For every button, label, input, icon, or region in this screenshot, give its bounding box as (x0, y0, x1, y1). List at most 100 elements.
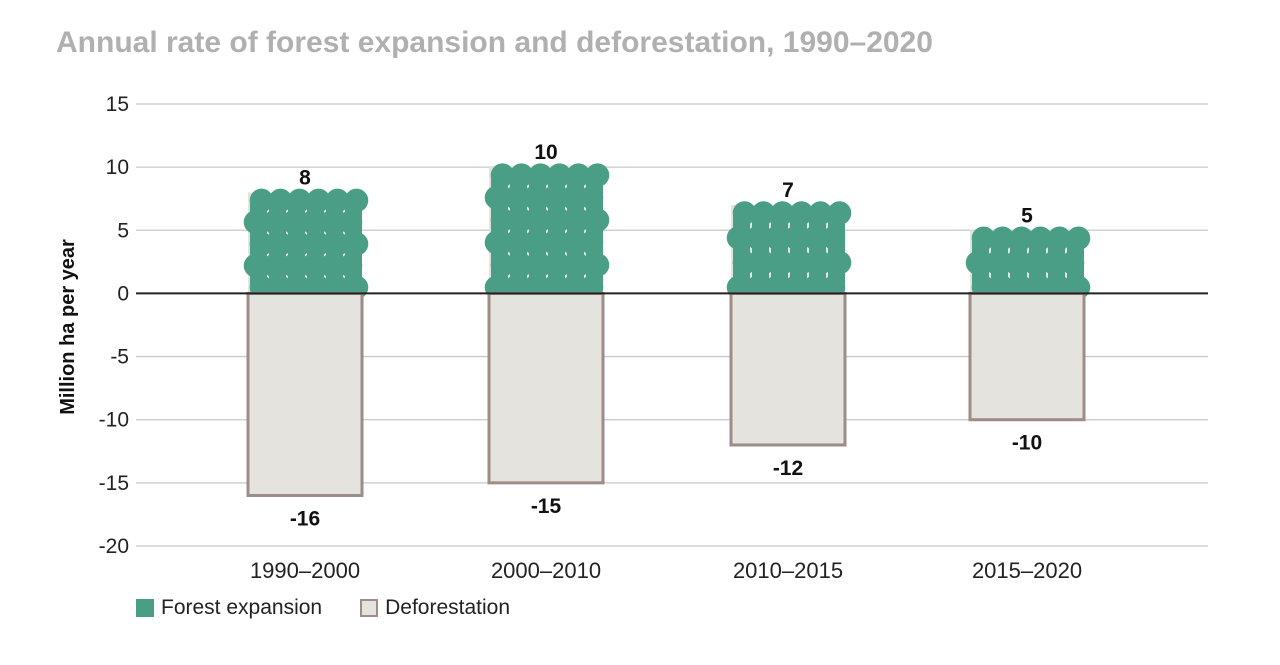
tree-canopy (319, 210, 344, 234)
tree-canopy (585, 253, 610, 277)
forest-expansion-bar (965, 226, 1091, 300)
tree-canopy (783, 226, 808, 250)
tree-canopy (1009, 226, 1034, 251)
tree-canopy (764, 226, 789, 250)
y-tick-label: -20 (99, 535, 129, 558)
legend-swatch-deforestation (360, 599, 379, 617)
tree-canopy (789, 201, 814, 225)
tree-canopy (802, 226, 827, 250)
tree-canopy (579, 230, 604, 255)
y-tick-label: 0 (117, 282, 129, 305)
tree-canopy (503, 185, 528, 210)
tree-canopy (585, 208, 610, 232)
tree-canopy (528, 253, 553, 277)
tree-canopy (490, 208, 515, 232)
tree-canopy (338, 210, 363, 234)
tree-canopy (262, 253, 287, 278)
tree-canopy (509, 253, 534, 277)
tree-canopy (1003, 251, 1028, 275)
deforestation-bar (246, 291, 364, 497)
forest-expansion-bar (484, 163, 610, 300)
tree-canopy (789, 250, 814, 275)
tree-canopy (808, 250, 833, 275)
tree-canopy (560, 185, 585, 210)
tree-canopy (1041, 251, 1066, 275)
tree-canopy (484, 185, 509, 210)
tree-canopy (509, 208, 534, 232)
tree-canopy (566, 253, 591, 277)
tree-canopy (541, 185, 566, 210)
tree-canopy (1028, 226, 1053, 251)
x-category-label: 2000–2010 (491, 558, 601, 583)
deforestation-bar (487, 291, 605, 485)
tree-canopy (547, 163, 572, 187)
tree-canopy (528, 208, 553, 232)
chart-title: Annual rate of forest expansion and defo… (56, 26, 933, 59)
deforestation-value-label: -16 (290, 507, 320, 530)
tree-canopy (547, 253, 572, 277)
tree-canopy (509, 163, 534, 187)
tree-canopy (808, 201, 833, 225)
tree-canopy (306, 188, 331, 213)
bars (243, 163, 1091, 497)
tree-canopy (306, 232, 331, 256)
tree-canopy (751, 250, 776, 275)
tree-canopy (528, 163, 553, 187)
tree-canopy (344, 232, 369, 256)
tree-canopy (522, 185, 547, 210)
tree-canopy (1047, 226, 1072, 251)
deforestation-value-label: -12 (773, 457, 803, 480)
forest-expansion-value-label: 5 (1021, 204, 1033, 227)
tree-canopy (338, 253, 363, 278)
y-tick-label: 15 (106, 93, 129, 116)
x-category-label: 2015–2020 (972, 558, 1082, 583)
tree-canopy (990, 226, 1015, 251)
legend-item-forest-expansion: Forest expansion (136, 596, 322, 620)
tree-canopy (1060, 251, 1085, 275)
deforestation-value-label: -15 (531, 495, 562, 518)
forest-expansion-bar (726, 201, 852, 300)
y-tick-label: -10 (99, 409, 129, 432)
tree-canopy (1066, 226, 1091, 251)
tree-canopy (579, 185, 604, 210)
tree-canopy (770, 250, 795, 275)
tree-canopy (984, 251, 1009, 275)
forest-expansion-bar (243, 188, 369, 300)
tree-canopy (566, 163, 591, 187)
tree-canopy (344, 188, 369, 213)
tree-canopy (281, 210, 306, 234)
tree-canopy (522, 230, 547, 255)
tree-canopy (300, 253, 325, 278)
legend-swatch-forest-expansion (136, 599, 154, 617)
tree-canopy (751, 201, 776, 225)
tree-canopy (243, 210, 268, 234)
tree-canopy (490, 163, 515, 187)
tree-canopy (325, 188, 350, 213)
x-axis-categories: 1990–2000 2000–2010 2010–2015 2015–2020 (250, 558, 1082, 583)
legend-item-deforestation: Deforestation (360, 596, 510, 620)
tree-canopy (827, 250, 852, 275)
tree-canopy (547, 208, 572, 232)
tree-canopy (745, 226, 770, 250)
tree-canopy (287, 232, 312, 256)
y-axis-ticks: 15 10 5 0 -5 -10 -15 -20 (99, 93, 129, 558)
tree-canopy (268, 188, 293, 213)
x-category-label: 1990–2000 (250, 558, 360, 583)
tree-canopy (726, 226, 751, 250)
y-tick-label: -5 (110, 346, 129, 369)
tree-canopy (732, 201, 757, 225)
tree-canopy (770, 201, 795, 225)
y-tick-label: 10 (106, 156, 129, 179)
tree-canopy (300, 210, 325, 234)
tree-canopy (821, 226, 846, 250)
tree-canopy (827, 201, 852, 225)
tree-canopy (965, 251, 990, 275)
tree-canopy (490, 253, 515, 277)
deforestation-bar (729, 291, 847, 447)
forest-expansion-value-label: 7 (782, 179, 794, 202)
tree-canopy (566, 208, 591, 232)
y-tick-label: -15 (99, 472, 129, 495)
tree-canopy (503, 230, 528, 255)
tree-canopy (971, 226, 996, 251)
tree-canopy (319, 253, 344, 278)
